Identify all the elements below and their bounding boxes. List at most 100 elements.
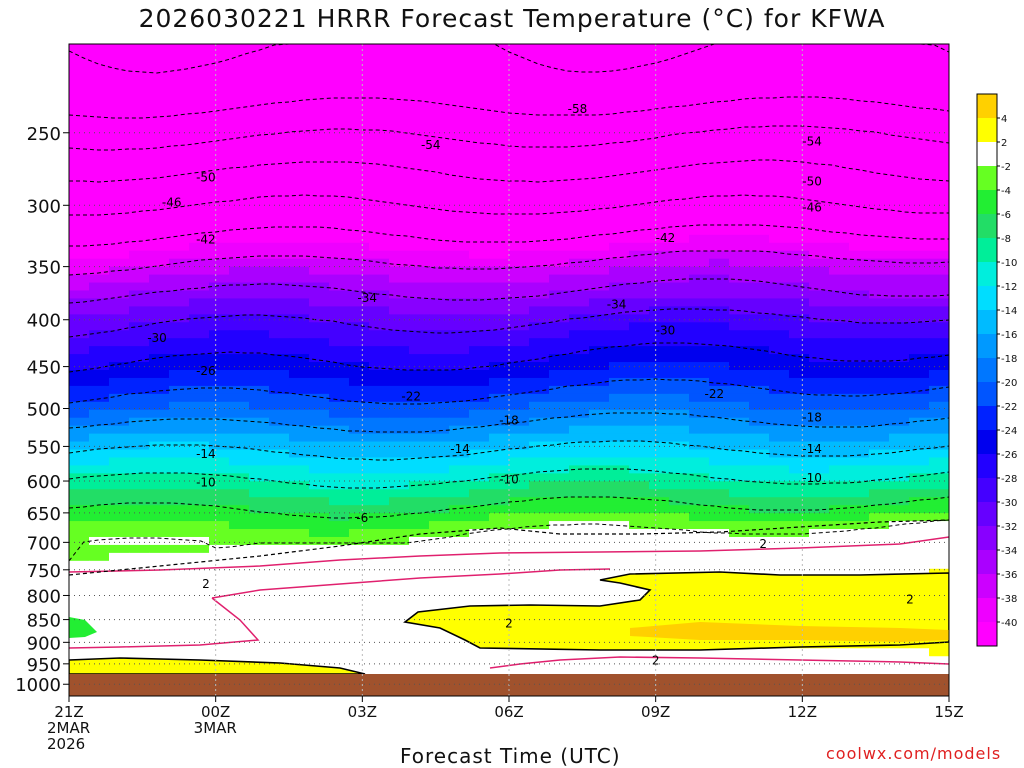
temperature-cell <box>569 425 590 435</box>
temperature-cell <box>209 282 230 292</box>
temperature-cell <box>789 218 810 228</box>
temperature-cell <box>209 210 230 220</box>
temperature-cell <box>89 608 110 618</box>
temperature-cell <box>489 242 510 252</box>
temperature-cell <box>749 425 770 435</box>
temperature-cell <box>389 107 410 117</box>
temperature-cell <box>329 99 350 109</box>
temperature-cell <box>169 544 190 554</box>
temperature-cell <box>609 314 630 323</box>
temperature-cell <box>89 290 110 300</box>
temperature-cell <box>909 258 930 268</box>
temperature-cell <box>689 457 710 467</box>
temperature-cell <box>849 401 870 411</box>
temperature-cell <box>749 393 770 403</box>
temperature-cell <box>269 385 290 395</box>
temperature-cell <box>389 417 410 427</box>
temperature-cell <box>249 489 270 498</box>
temperature-cell <box>629 354 650 363</box>
temperature-cell <box>889 123 910 133</box>
temperature-cell <box>69 529 90 538</box>
temperature-cell <box>269 59 290 69</box>
temperature-cell <box>649 513 670 522</box>
temperature-cell <box>569 481 590 490</box>
temperature-cell <box>569 656 590 665</box>
temperature-cell <box>289 59 310 69</box>
temperature-cell <box>329 656 350 665</box>
temperature-cell <box>849 552 870 562</box>
temperature-cell <box>389 425 410 435</box>
temperature-cell <box>149 187 170 196</box>
temperature-cell <box>169 322 190 331</box>
temperature-cell <box>729 187 750 196</box>
temperature-cell <box>389 385 410 395</box>
temperature-cell <box>669 282 690 292</box>
temperature-cell <box>669 203 690 212</box>
temperature-cell <box>609 457 630 467</box>
temperature-cell <box>929 171 949 180</box>
colorbar-swatch <box>977 622 997 647</box>
temperature-cell <box>809 385 830 395</box>
y-tick-label: 700 <box>27 533 61 554</box>
temperature-cell <box>509 226 530 236</box>
temperature-cell <box>729 489 750 498</box>
temperature-cell <box>229 457 250 467</box>
temperature-cell <box>649 75 670 85</box>
temperature-cell <box>69 51 90 61</box>
temperature-cell <box>869 441 890 451</box>
temperature-cell <box>69 377 90 387</box>
temperature-cell <box>89 457 110 467</box>
temperature-cell <box>869 195 890 204</box>
temperature-cell <box>869 417 890 427</box>
temperature-cell <box>649 409 670 419</box>
temperature-cell <box>689 67 710 77</box>
temperature-cell <box>369 624 390 633</box>
temperature-cell <box>929 489 949 498</box>
temperature-cell <box>69 123 90 133</box>
temperature-cell <box>929 449 949 459</box>
temperature-cell <box>249 544 270 554</box>
temperature-cell <box>609 473 630 482</box>
temperature-cell <box>929 258 949 268</box>
temperature-cell <box>669 513 690 522</box>
temperature-cell <box>429 298 450 307</box>
temperature-cell <box>829 441 850 451</box>
temperature-cell <box>929 187 949 196</box>
temperature-cell <box>209 179 230 188</box>
temperature-cell <box>909 656 930 665</box>
contour-label: 2 <box>759 537 767 551</box>
temperature-cell <box>889 433 910 443</box>
temperature-cell <box>589 600 610 610</box>
temperature-cell <box>249 370 270 379</box>
temperature-cell <box>589 226 610 236</box>
temperature-cell <box>909 75 930 85</box>
temperature-cell <box>189 648 210 657</box>
temperature-cell <box>749 242 770 252</box>
temperature-cell <box>669 322 690 331</box>
temperature-cell <box>229 107 250 117</box>
temperature-cell <box>109 195 130 204</box>
temperature-cell <box>809 274 830 284</box>
temperature-cell <box>889 298 910 307</box>
temperature-cell <box>349 346 370 355</box>
temperature-cell <box>769 433 790 443</box>
temperature-cell <box>669 107 690 117</box>
temperature-cell <box>549 274 570 284</box>
temperature-cell <box>469 401 490 411</box>
temperature-cell <box>689 354 710 363</box>
temperature-cell <box>929 210 949 220</box>
temperature-cell <box>729 59 750 69</box>
temperature-cell <box>289 656 310 665</box>
temperature-cell <box>229 544 250 554</box>
temperature-cell <box>129 505 150 514</box>
temperature-cell <box>169 449 190 459</box>
temperature-cell <box>509 338 530 347</box>
temperature-cell <box>229 226 250 236</box>
temperature-cell <box>909 139 930 148</box>
temperature-cell <box>809 155 830 164</box>
temperature-cell <box>909 393 930 403</box>
temperature-cell <box>149 298 170 307</box>
temperature-cell <box>629 417 650 427</box>
temperature-cell <box>809 393 830 403</box>
